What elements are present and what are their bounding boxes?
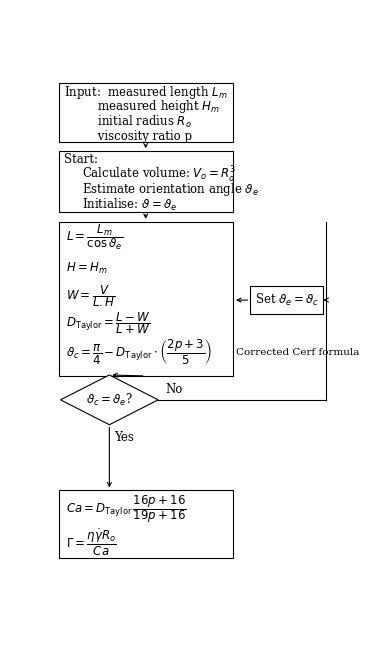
Text: Set $\vartheta_{e} = \vartheta_{c}$: Set $\vartheta_{e} = \vartheta_{c}$ <box>255 292 319 308</box>
Text: Input:  measured length $L_{m}$: Input: measured length $L_{m}$ <box>64 84 228 101</box>
Text: No: No <box>165 383 183 396</box>
Text: Yes: Yes <box>114 431 134 444</box>
Bar <box>251 286 323 314</box>
Text: Calculate volume: $V_{o}=R_{o}^{3}$: Calculate volume: $V_{o}=R_{o}^{3}$ <box>82 165 236 185</box>
Text: measured height $H_{m}$: measured height $H_{m}$ <box>64 98 220 116</box>
Text: $W = \dfrac{V}{L.H}$: $W = \dfrac{V}{L.H}$ <box>66 283 115 309</box>
Text: $L = \dfrac{L_{m}}{\cos\vartheta_{e}}$: $L = \dfrac{L_{m}}{\cos\vartheta_{e}}$ <box>66 222 123 252</box>
Text: $\vartheta_{c} = \vartheta_{e}$?: $\vartheta_{c} = \vartheta_{e}$? <box>86 391 133 408</box>
Text: viscosity ratio p: viscosity ratio p <box>64 130 192 143</box>
Text: Start:: Start: <box>64 153 98 166</box>
Text: $\Gamma = \dfrac{\eta\dot{\gamma}R_{o}}{Ca}$: $\Gamma = \dfrac{\eta\dot{\gamma}R_{o}}{… <box>66 528 117 558</box>
Bar <box>58 222 233 376</box>
Text: $D_{\rm Taylor} = \dfrac{L-W}{L+W}$: $D_{\rm Taylor} = \dfrac{L-W}{L+W}$ <box>66 311 150 337</box>
Text: initial radius $R_{o}$: initial radius $R_{o}$ <box>64 114 192 130</box>
Text: Initialise: $\vartheta = \vartheta_{e}$: Initialise: $\vartheta = \vartheta_{e}$ <box>82 197 177 213</box>
Text: Estimate orientation angle $\vartheta_{e}$: Estimate orientation angle $\vartheta_{e… <box>82 182 258 198</box>
Bar <box>58 83 233 142</box>
Bar <box>58 490 233 557</box>
Text: $H = H_{m}$: $H = H_{m}$ <box>66 260 107 276</box>
Text: $\vartheta_{c} = \dfrac{\pi}{4} - D_{\rm Taylor}\cdot\left(\dfrac{2p+3}{5}\right: $\vartheta_{c} = \dfrac{\pi}{4} - D_{\rm… <box>66 339 212 368</box>
Polygon shape <box>60 375 158 424</box>
Text: $Ca = D_{\rm Taylor}\,\dfrac{16p+16}{19p+16}$: $Ca = D_{\rm Taylor}\,\dfrac{16p+16}{19p… <box>66 494 186 525</box>
Text: Corrected Cerf formula: Corrected Cerf formula <box>236 348 359 357</box>
Bar <box>58 151 233 212</box>
